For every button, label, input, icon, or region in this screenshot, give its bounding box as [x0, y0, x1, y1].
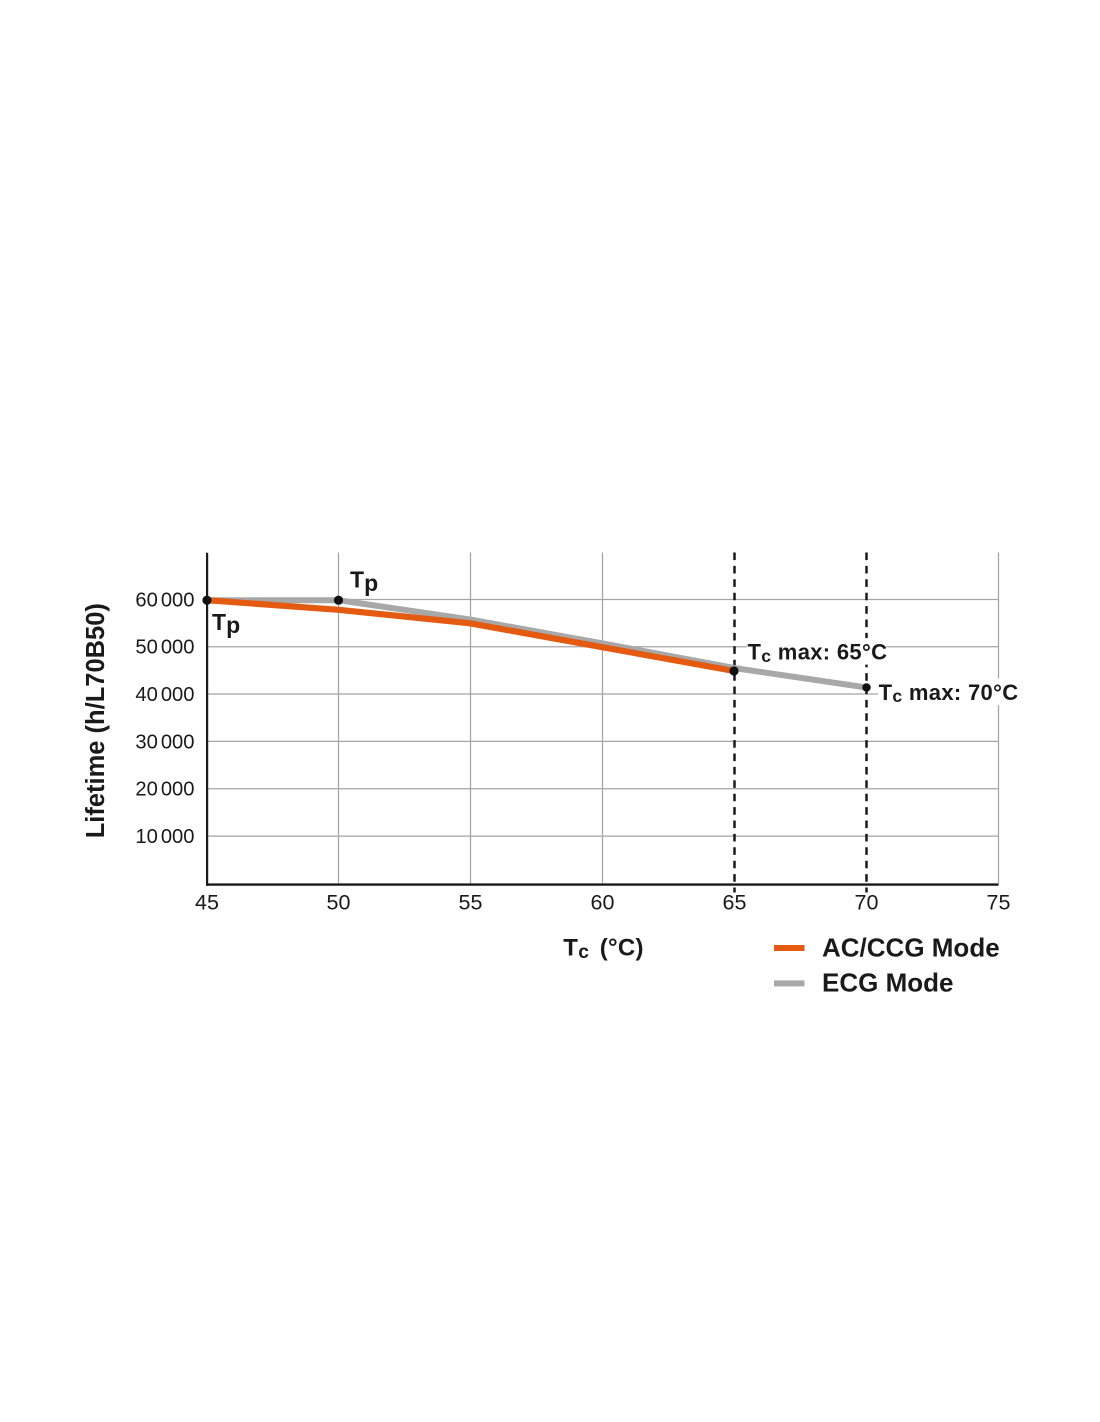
svg-text:ECG Mode: ECG Mode: [822, 968, 953, 998]
svg-text:Tc max: 65°C: Tc max: 65°C: [748, 640, 888, 666]
svg-text:Tp: Tp: [350, 567, 378, 596]
svg-text:Tc (°C): Tc (°C): [563, 935, 644, 963]
svg-text:50: 50: [327, 891, 351, 915]
svg-text:60: 60: [591, 891, 615, 915]
svg-text:Tc max: 70°C: Tc max: 70°C: [879, 680, 1019, 706]
svg-text:Lifetime (h/L70B50): Lifetime (h/L70B50): [82, 603, 110, 838]
svg-text:75: 75: [987, 891, 1011, 915]
svg-text:55: 55: [459, 891, 483, 915]
svg-text:70: 70: [855, 891, 879, 915]
svg-text:65: 65: [723, 891, 747, 915]
svg-text:45: 45: [195, 891, 219, 915]
svg-text:Tp: Tp: [212, 609, 240, 638]
svg-text:AC/CCG Mode: AC/CCG Mode: [822, 932, 1000, 962]
